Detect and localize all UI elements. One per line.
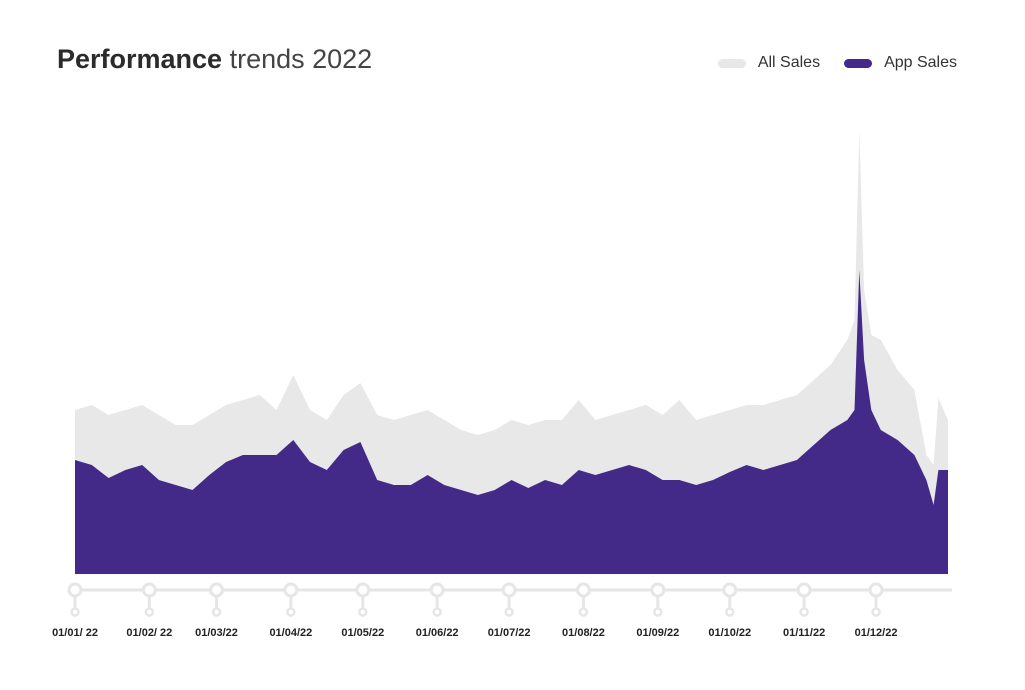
- tick-dot: [286, 607, 296, 617]
- title-bold: Performance: [57, 44, 223, 74]
- tick-marker: [575, 582, 591, 598]
- tick-dot: [504, 607, 514, 617]
- tick-dot: [144, 607, 155, 617]
- tick-label: 01/08/22: [562, 627, 605, 639]
- title-rest: trends 2022: [222, 44, 373, 74]
- tick-label: 01/02/ 22: [126, 627, 172, 639]
- tick-dot: [358, 607, 368, 617]
- tick-marker: [650, 582, 666, 598]
- legend: All Sales App Sales: [717, 54, 957, 72]
- tick-marker: [355, 582, 371, 598]
- tick-label: 01/05/22: [341, 627, 384, 639]
- legend-swatch-all-sales: [717, 58, 746, 68]
- tick-marker: [429, 582, 445, 598]
- tick-marker: [722, 582, 738, 598]
- tick-marker: [796, 582, 812, 598]
- legend-item-all-sales: All Sales: [717, 54, 821, 72]
- tick-dot: [211, 607, 222, 617]
- tick-dot: [432, 607, 442, 617]
- legend-label-app-sales: App Sales: [884, 54, 957, 71]
- tick-marker: [141, 582, 157, 598]
- tick-dot: [725, 607, 735, 617]
- legend-label-all-sales: All Sales: [757, 54, 821, 71]
- legend-item-app-sales: App Sales: [844, 54, 957, 72]
- tick-marker: [868, 582, 884, 598]
- chart-title: Performance trends 2022: [57, 44, 372, 75]
- tick-dot: [70, 607, 80, 617]
- tick-marker: [209, 582, 225, 598]
- tick-label: 01/10/22: [708, 627, 751, 639]
- tick-label: 01/03/22: [195, 627, 238, 639]
- tick-dot: [578, 607, 589, 617]
- area-app-sales: [75, 270, 948, 574]
- tick-marker: [67, 582, 83, 598]
- legend-swatch-app-sales: [844, 58, 873, 68]
- tick-label: 01/06/22: [416, 627, 459, 639]
- tick-label: 01/12/22: [855, 627, 898, 639]
- tick-dot: [653, 607, 663, 617]
- tick-dot: [799, 607, 809, 617]
- tick-label: 01/07/22: [488, 627, 531, 639]
- tick-dot: [871, 607, 881, 617]
- tick-marker: [283, 582, 299, 598]
- tick-label: 01/04/22: [269, 627, 312, 639]
- tick-label: 01/01/ 22: [52, 627, 98, 639]
- tick-label: 01/09/22: [636, 627, 679, 639]
- tick-label: 01/11/22: [783, 627, 825, 639]
- tick-marker: [501, 582, 517, 598]
